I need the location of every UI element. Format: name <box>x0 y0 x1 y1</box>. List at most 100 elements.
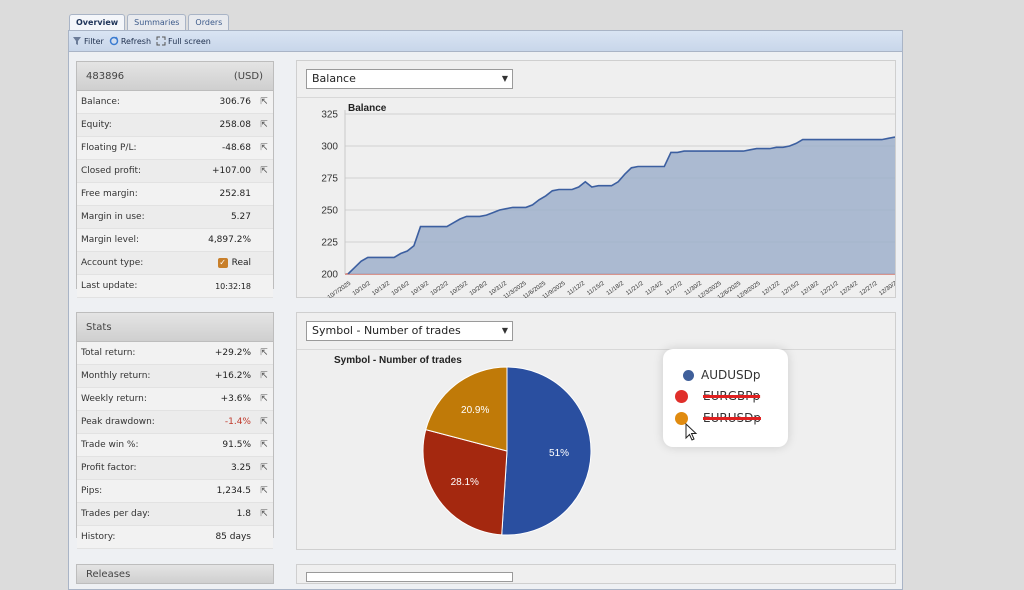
x-tick-label: 10/25/2 <box>449 280 469 297</box>
stats-row: Monthly return: +16.2% ⇱ <box>77 365 273 388</box>
x-tick-label: 12/24/2 <box>839 280 859 297</box>
stats-row: Peak drawdown: -1.4% ⇱ <box>77 411 273 434</box>
legend-label: EURUSDp <box>703 411 761 425</box>
y-tick-label: 225 <box>321 238 338 249</box>
account-row: Equity: 258.08 ⇱ <box>77 114 273 137</box>
balance-chart-panel: Balance ▼ Balance 200 225 250 275 300 325 10/7/… <box>296 60 896 298</box>
row-value: -48.68 <box>221 143 251 153</box>
row-value: 306.76 <box>219 97 252 107</box>
account-panel: 483896 (USD) Balance: 306.76 ⇱ Equity: 258.… <box>76 61 274 298</box>
x-tick-label: 10/19/2 <box>410 280 430 297</box>
chart-link-icon[interactable]: ⇱ <box>260 486 268 496</box>
chart-link-icon[interactable]: ⇱ <box>260 509 268 519</box>
legend-item-eurgbp[interactable]: EURGBPp <box>675 389 760 403</box>
chevron-down-icon: ▼ <box>501 326 508 335</box>
fullscreen-button[interactable]: Full screen <box>156 36 211 46</box>
chart-link-icon[interactable]: ⇱ <box>260 417 268 427</box>
row-value: 10:32:18 <box>215 281 251 291</box>
row-value: 5.27 <box>230 212 251 222</box>
x-tick-label: 10/7/2025 <box>327 280 353 298</box>
chevron-down-icon: ▼ <box>501 74 508 83</box>
refresh-button[interactable]: Refresh <box>109 36 151 46</box>
row-label: Last update: <box>81 281 138 291</box>
chart-link-icon[interactable]: ⇱ <box>260 463 268 473</box>
symbol-chart-select[interactable]: Symbol - Number of trades ▼ <box>306 321 513 341</box>
symbol-chart-panel: Symbol - Number of trades ▼ Symbol - Num… <box>296 312 896 550</box>
row-label: Peak drawdown: <box>81 417 155 427</box>
x-tick-label: 12/30/2 <box>878 280 895 297</box>
third-chart-select[interactable] <box>306 572 513 582</box>
chart-link-icon[interactable]: ⇱ <box>260 166 268 176</box>
pie-slice <box>501 366 592 536</box>
chart-link-icon[interactable]: ⇱ <box>260 348 268 358</box>
row-value: 4,897.2% <box>208 235 251 245</box>
balance-chart-select[interactable]: Balance ▼ <box>306 69 513 89</box>
x-tick-label: 12/15/2 <box>781 280 801 297</box>
row-value: -1.4% <box>224 417 251 427</box>
legend-label: AUDUSDp <box>701 368 761 382</box>
row-label: Total return: <box>81 348 136 358</box>
tab-summaries[interactable]: Summaries <box>127 14 187 30</box>
account-id: 483896 <box>86 70 125 82</box>
divider <box>297 97 895 98</box>
row-value: +29.2% <box>214 348 251 358</box>
legend-marker <box>675 389 688 403</box>
stats-row: Total return: +29.2% ⇱ <box>77 342 273 365</box>
row-value: +3.6% <box>220 394 251 404</box>
account-row: Last update: 10:32:18 <box>77 275 273 298</box>
stats-row: History: 85 days <box>77 526 273 549</box>
symbol-pie-chart: Symbol - Number of trades 51% 28.1% 20.9% <box>334 355 592 536</box>
x-tick-label: 10/13/2 <box>371 280 391 297</box>
chart-title: Balance <box>348 103 387 114</box>
row-value: +16.2% <box>214 371 251 381</box>
legend-item-eurusd[interactable]: EURUSDp <box>675 411 761 425</box>
account-row: Margin in use: 5.27 <box>77 206 273 229</box>
chart-link-icon[interactable]: ⇱ <box>260 120 268 130</box>
row-label: History: <box>81 532 116 542</box>
row-label: Pips: <box>81 486 103 496</box>
divider <box>297 349 895 350</box>
stats-row: Trade win %: 91.5% ⇱ <box>77 434 273 457</box>
filter-label: Filter <box>84 36 104 46</box>
x-tick-label: 12/18/2 <box>800 280 820 297</box>
account-row: Account type: ✓ Real <box>77 252 273 275</box>
account-type-value: ✓ Real <box>217 258 251 268</box>
third-chart-panel <box>296 564 896 584</box>
y-tick-label: 250 <box>321 206 338 217</box>
legend-item-audusd[interactable]: AUDUSDp <box>683 368 761 382</box>
x-tick-label: 10/10/2 <box>352 280 372 297</box>
balance-chart: Balance 200 225 250 275 300 325 10/7/2025 10/10/… <box>321 103 895 298</box>
tab-overview[interactable]: Overview <box>69 14 126 30</box>
row-value: +107.00 <box>211 166 251 176</box>
account-header: 483896 (USD) <box>77 62 273 91</box>
chart-link-icon[interactable]: ⇱ <box>260 371 268 381</box>
x-tick-label: 10/28/2 <box>469 280 489 297</box>
chart-link-icon[interactable]: ⇱ <box>260 97 268 107</box>
mouse-cursor-icon <box>685 423 698 441</box>
tab-orders[interactable]: Orders <box>188 14 230 30</box>
slice-label: 51% <box>549 448 569 459</box>
balance-line <box>347 136 895 275</box>
legend-marker <box>683 369 694 381</box>
chart-link-icon[interactable]: ⇱ <box>260 394 268 404</box>
account-row: Free margin: 252.81 <box>77 183 273 206</box>
y-tick-label: 325 <box>321 110 338 121</box>
stats-title: Stats <box>86 321 112 333</box>
chart-link-icon[interactable]: ⇱ <box>260 440 268 450</box>
x-tick-label: 11/27/2 <box>664 280 684 297</box>
x-tick-label: 11/15/2 <box>586 280 606 297</box>
x-tick-label: 11/18/2 <box>606 280 626 297</box>
chart-link-icon[interactable]: ⇱ <box>260 143 268 153</box>
stats-row: Weekly return: +3.6% ⇱ <box>77 388 273 411</box>
filter-button[interactable]: Filter <box>72 36 104 46</box>
account-rows: Balance: 306.76 ⇱ Equity: 258.08 ⇱ Floating … <box>77 91 273 298</box>
fullscreen-label: Full screen <box>168 36 211 46</box>
stats-header: Stats <box>77 313 273 342</box>
chart-title: Symbol - Number of trades <box>334 355 462 366</box>
row-label: Margin level: <box>81 235 140 245</box>
row-label: Floating P/L: <box>81 143 137 153</box>
account-row: Balance: 306.76 ⇱ <box>77 91 273 114</box>
bottom-panel-title: Releases <box>86 568 131 580</box>
checkbox-icon: ✓ <box>217 258 228 268</box>
row-label: Monthly return: <box>81 371 151 381</box>
